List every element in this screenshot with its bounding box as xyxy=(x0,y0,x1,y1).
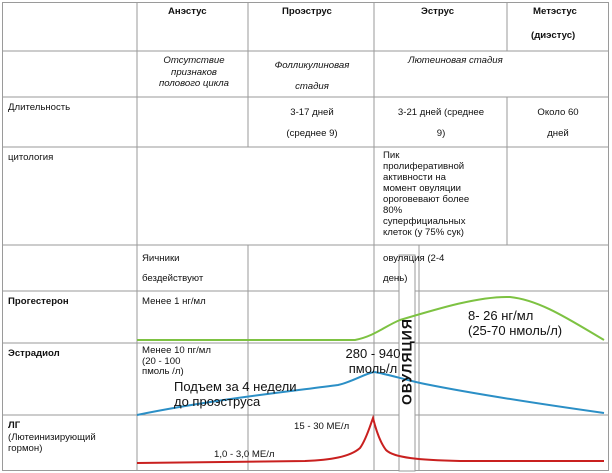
luteal-stage: Лютеиновая стадия xyxy=(408,55,503,66)
row-label-estradiol: Эстрадиол xyxy=(8,348,60,359)
anestrus-description: Отсутствие признаков полового цикла xyxy=(158,55,229,90)
ovulation-label: ОВУЛЯЦИЯ xyxy=(398,318,415,405)
lh-base: 1,0 - 3,0 МЕ/л xyxy=(214,449,275,460)
proestrus-duration: 3-17 дней (среднее 9) xyxy=(286,107,338,140)
header-proestrus: Проэструс xyxy=(282,6,332,17)
metestrus-duration: Около 60 дней xyxy=(537,107,579,140)
estradiol-rise: Подъем за 4 недели до проэструса xyxy=(174,379,297,409)
progesterone-curve xyxy=(137,295,605,341)
header-metestrus: Метэстус xyxy=(533,6,577,17)
row-label-cytology: цитология xyxy=(8,152,54,163)
header-estrus: Эструс xyxy=(421,6,455,17)
estradiol-curve xyxy=(136,370,605,416)
row-label-duration: Длительность xyxy=(8,102,71,113)
progesterone-low: Менее 1 нг/мл xyxy=(142,296,206,307)
row-label-progesterone: Прогестерон xyxy=(8,296,69,307)
row-label-lh: ЛГ (Лютеинизирующий гормон) xyxy=(8,420,96,454)
lh-peak: 15 - 30 МЕ/л xyxy=(294,421,350,432)
header-anestrus: Анэстус xyxy=(168,6,207,17)
ovaries-inactive: Яичники бездействуют xyxy=(142,253,204,285)
follicular-stage: Фолликулиновая стадия xyxy=(274,60,350,93)
ovulation-day: овуляция (2-4 день) xyxy=(383,253,445,285)
ovulation-band xyxy=(398,254,416,472)
estrus-cytology: Пик пролиферативной активности на момент… xyxy=(383,150,470,239)
estradiol-low: Менее 10 пг/мл (20 - 100 пмоль /л) xyxy=(142,345,211,378)
estrus-duration: 3-21 дней (среднее 9) xyxy=(397,107,485,140)
header-diestrus: (диэстус) xyxy=(531,30,576,41)
progesterone-high: 8- 26 нг/мл (25-70 нмоль/л) xyxy=(468,308,563,338)
lh-curve xyxy=(136,414,604,464)
estradiol-peak: 280 - 940 пмоль/л xyxy=(345,346,401,376)
